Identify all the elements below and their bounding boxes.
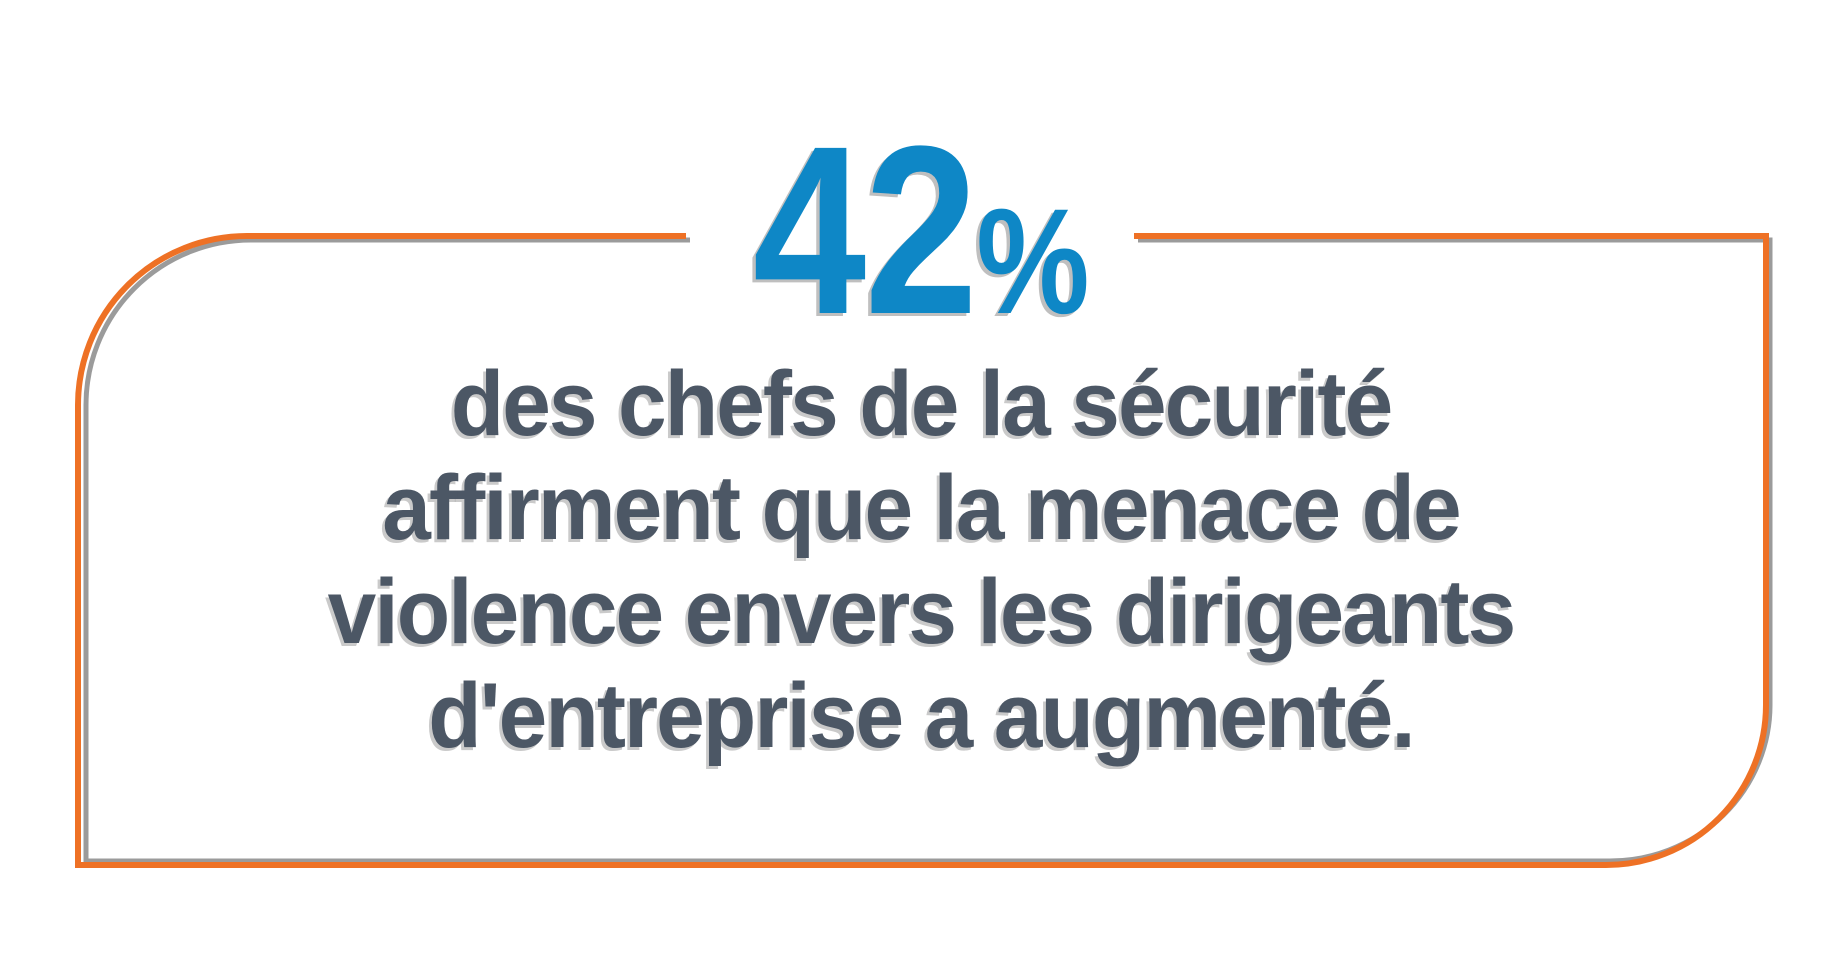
frame-orange-line xyxy=(75,233,1769,868)
stat-caption-line: des chefs de la sécurité xyxy=(450,353,1393,455)
stat-unit-percent: % xyxy=(976,177,1090,345)
stat-caption: des chefs de la sécurité affirment que l… xyxy=(46,352,1796,768)
stat-caption-line: affirment que la menace de xyxy=(382,457,1461,559)
stat-big-number: 42% xyxy=(0,110,1842,429)
stat-big-number-inner: 42% xyxy=(753,110,1090,429)
stat-caption-line: d'entreprise a augmenté. xyxy=(428,665,1415,767)
stat-caption-line: violence envers les dirigeants xyxy=(327,561,1517,663)
stat-value: 42 xyxy=(752,96,978,364)
